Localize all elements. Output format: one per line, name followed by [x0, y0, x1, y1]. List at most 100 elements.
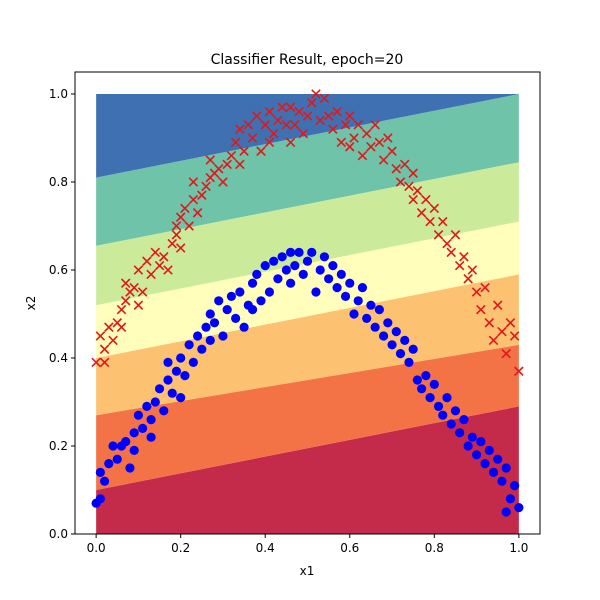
point-o-marker	[95, 494, 105, 504]
x-axis-ticks: 0.0 0.2 0.4 0.6 0.8 1.0	[87, 534, 528, 555]
point-x-marker	[476, 304, 486, 315]
point-o-marker	[226, 291, 237, 301]
point-x-marker	[154, 260, 165, 271]
point-x-marker	[230, 137, 241, 148]
point-x-marker	[104, 322, 114, 332]
x-tick-label: 1.0	[509, 541, 528, 555]
point-x-marker	[120, 278, 131, 288]
point-o-marker	[264, 287, 275, 297]
point-x-marker	[171, 230, 182, 240]
point-o-marker	[290, 261, 300, 271]
point-o-marker	[222, 305, 232, 315]
x-tick-label: 0.4	[256, 541, 275, 555]
point-x-marker	[306, 98, 317, 108]
point-x-marker	[99, 357, 110, 368]
point-o-marker	[129, 445, 139, 455]
point-o-marker	[277, 252, 287, 262]
point-o-marker	[378, 331, 389, 341]
point-o-marker	[184, 340, 194, 350]
point-o-marker	[324, 274, 334, 284]
point-o-marker	[467, 432, 477, 442]
point-x-marker	[239, 146, 249, 156]
point-o-marker	[362, 313, 372, 323]
point-o-marker	[345, 278, 355, 288]
point-x-marker	[336, 137, 347, 148]
point-x-marker	[116, 322, 127, 332]
point-o-marker	[256, 296, 266, 306]
point-o-marker	[353, 296, 363, 306]
point-x-marker	[319, 93, 330, 104]
point-x-marker	[374, 137, 385, 148]
point-x-marker	[277, 102, 287, 112]
point-x-marker	[361, 128, 372, 139]
point-o-marker	[281, 265, 291, 275]
point-o-marker	[459, 415, 469, 425]
point-o-marker	[425, 393, 435, 403]
point-x-marker	[116, 304, 127, 315]
y-tick-label: 0.6	[49, 263, 68, 277]
x-tick-label: 0.8	[425, 541, 444, 555]
point-x-marker	[99, 344, 110, 354]
point-x-marker	[370, 120, 380, 130]
point-x-marker	[201, 181, 211, 192]
point-x-marker	[159, 252, 169, 262]
point-o-marker	[146, 415, 156, 425]
point-o-marker	[176, 353, 186, 363]
point-o-marker	[476, 437, 486, 447]
point-x-marker	[315, 115, 325, 126]
point-o-marker	[108, 441, 118, 451]
point-x-marker	[467, 265, 478, 275]
point-x-marker	[150, 247, 161, 258]
point-x-marker	[404, 181, 414, 192]
point-o-marker	[400, 335, 410, 345]
point-x-marker	[514, 366, 524, 376]
point-x-marker	[311, 89, 321, 99]
point-o-marker	[421, 371, 431, 381]
point-o-marker	[307, 247, 317, 257]
point-x-marker	[129, 282, 139, 293]
point-x-marker	[429, 203, 440, 214]
point-o-marker	[493, 454, 503, 464]
point-o-marker	[192, 331, 203, 341]
point-x-marker	[345, 142, 355, 152]
point-o-marker	[328, 261, 338, 271]
point-o-marker	[387, 340, 397, 350]
decision-region-band	[96, 406, 519, 534]
point-x-marker	[366, 142, 376, 152]
point-o-marker	[167, 388, 177, 398]
point-x-marker	[353, 120, 363, 130]
point-x-marker	[188, 194, 199, 205]
decision-region-band	[96, 94, 519, 178]
point-o-marker	[404, 357, 414, 367]
point-o-marker	[366, 300, 376, 310]
y-tick-label: 0.8	[49, 175, 68, 189]
chart-title: Classifier Result, epoch=20	[211, 52, 404, 68]
point-x-marker	[235, 159, 245, 170]
point-o-marker	[357, 283, 368, 293]
point-x-marker	[213, 164, 224, 174]
class-o-points	[91, 247, 524, 517]
point-x-marker	[264, 106, 275, 117]
point-o-marker	[129, 428, 139, 438]
point-o-marker	[231, 313, 241, 323]
x-tick-label: 0.0	[87, 541, 106, 555]
decision-regions	[96, 94, 519, 534]
point-x-marker	[395, 177, 406, 187]
point-o-marker	[112, 454, 122, 464]
point-o-marker	[374, 305, 384, 315]
point-o-marker	[205, 335, 215, 345]
point-o-marker	[442, 393, 452, 403]
point-o-marker	[455, 428, 465, 438]
point-x-marker	[497, 326, 507, 337]
point-x-marker	[163, 265, 173, 275]
point-x-marker	[442, 238, 452, 249]
point-x-marker	[264, 137, 275, 148]
point-o-marker	[176, 393, 186, 403]
point-x-marker	[167, 238, 177, 249]
point-o-marker	[239, 322, 249, 332]
point-x-marker	[383, 133, 393, 143]
point-o-marker	[438, 410, 448, 420]
y-axis-ticks: 0.0 0.2 0.4 0.6 0.8 1.0	[49, 87, 75, 541]
point-x-marker	[142, 256, 152, 266]
y-tick-label: 1.0	[49, 87, 68, 101]
